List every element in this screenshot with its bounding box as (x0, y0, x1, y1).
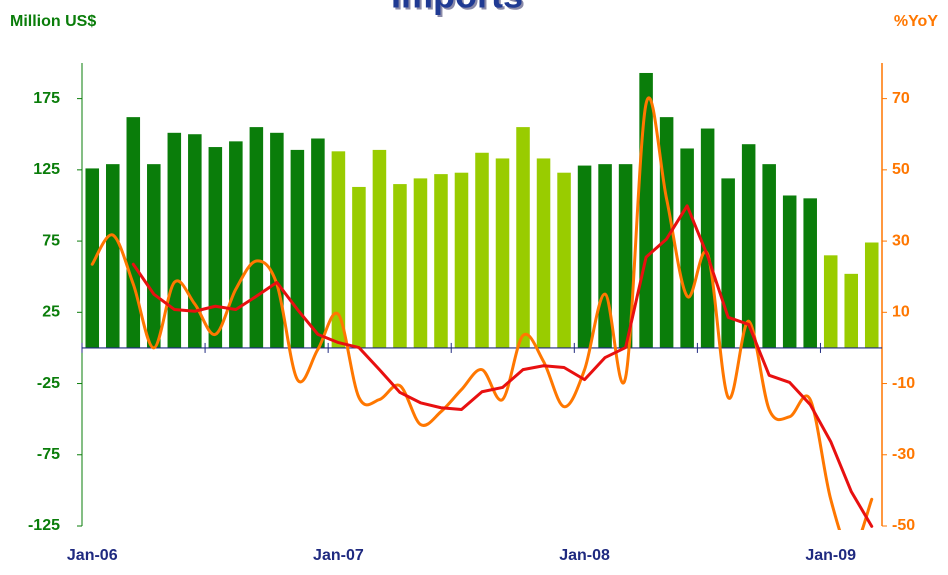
bar (598, 164, 612, 348)
bar (85, 168, 100, 348)
chart-title-shadow: Imports (393, 0, 525, 18)
line-layer (90, 96, 874, 530)
y2-tick-label: 10 (892, 304, 910, 321)
x-tick-label: Jan-09 (805, 547, 856, 564)
bar (844, 273, 858, 348)
bar (413, 178, 428, 348)
y2-tick-label: -50 (892, 517, 915, 534)
y2-tick-label: -30 (892, 446, 915, 463)
chart-title: Imports (391, 0, 523, 16)
bar (864, 242, 879, 348)
bar (577, 165, 592, 348)
y2-tick-label: -10 (892, 375, 915, 392)
bar (229, 141, 243, 348)
bar (434, 174, 448, 348)
bar (454, 172, 469, 348)
bar (208, 147, 223, 348)
bar (270, 132, 284, 348)
y2-tick-label: 70 (892, 90, 910, 107)
y-tick-label: 75 (42, 232, 60, 249)
bar (721, 178, 735, 348)
y-tick-label: -25 (37, 375, 60, 392)
bar (331, 151, 346, 348)
x-tick-label: Jan-06 (67, 547, 118, 564)
y2-tick-label: 50 (892, 161, 910, 178)
bar (782, 195, 797, 348)
bar (147, 164, 161, 348)
x-tick-label: Jan-07 (313, 547, 364, 564)
bar (188, 134, 202, 348)
bar (557, 172, 571, 348)
y-tick-label: -75 (37, 446, 60, 463)
bar (126, 117, 141, 348)
y-axis-label: Million US$ (10, 13, 96, 30)
y2-tick-label: 30 (892, 232, 910, 249)
line (90, 96, 874, 530)
bar (352, 186, 366, 348)
y-tick-label: -125 (28, 517, 60, 534)
bar (167, 132, 182, 348)
bar (290, 149, 305, 348)
bar (823, 255, 838, 348)
bar (372, 149, 387, 348)
bar (393, 184, 407, 348)
bar (495, 158, 510, 348)
bar (680, 148, 694, 348)
y-tick-label: 175 (33, 90, 60, 107)
bar (639, 72, 653, 348)
bar (106, 164, 120, 348)
bar (762, 164, 776, 348)
bar (311, 138, 325, 348)
y2-axis-label: %YoY (894, 13, 938, 30)
y-tick-label: 125 (33, 161, 60, 178)
bar (803, 198, 817, 348)
bar (536, 158, 551, 348)
bar (618, 164, 633, 348)
bar (516, 127, 530, 348)
y-tick-label: 25 (42, 304, 60, 321)
line (131, 204, 874, 528)
bar (741, 144, 756, 348)
bar (249, 127, 264, 348)
bar (475, 152, 489, 348)
x-tick-label: Jan-08 (559, 547, 610, 564)
bar (700, 128, 715, 348)
